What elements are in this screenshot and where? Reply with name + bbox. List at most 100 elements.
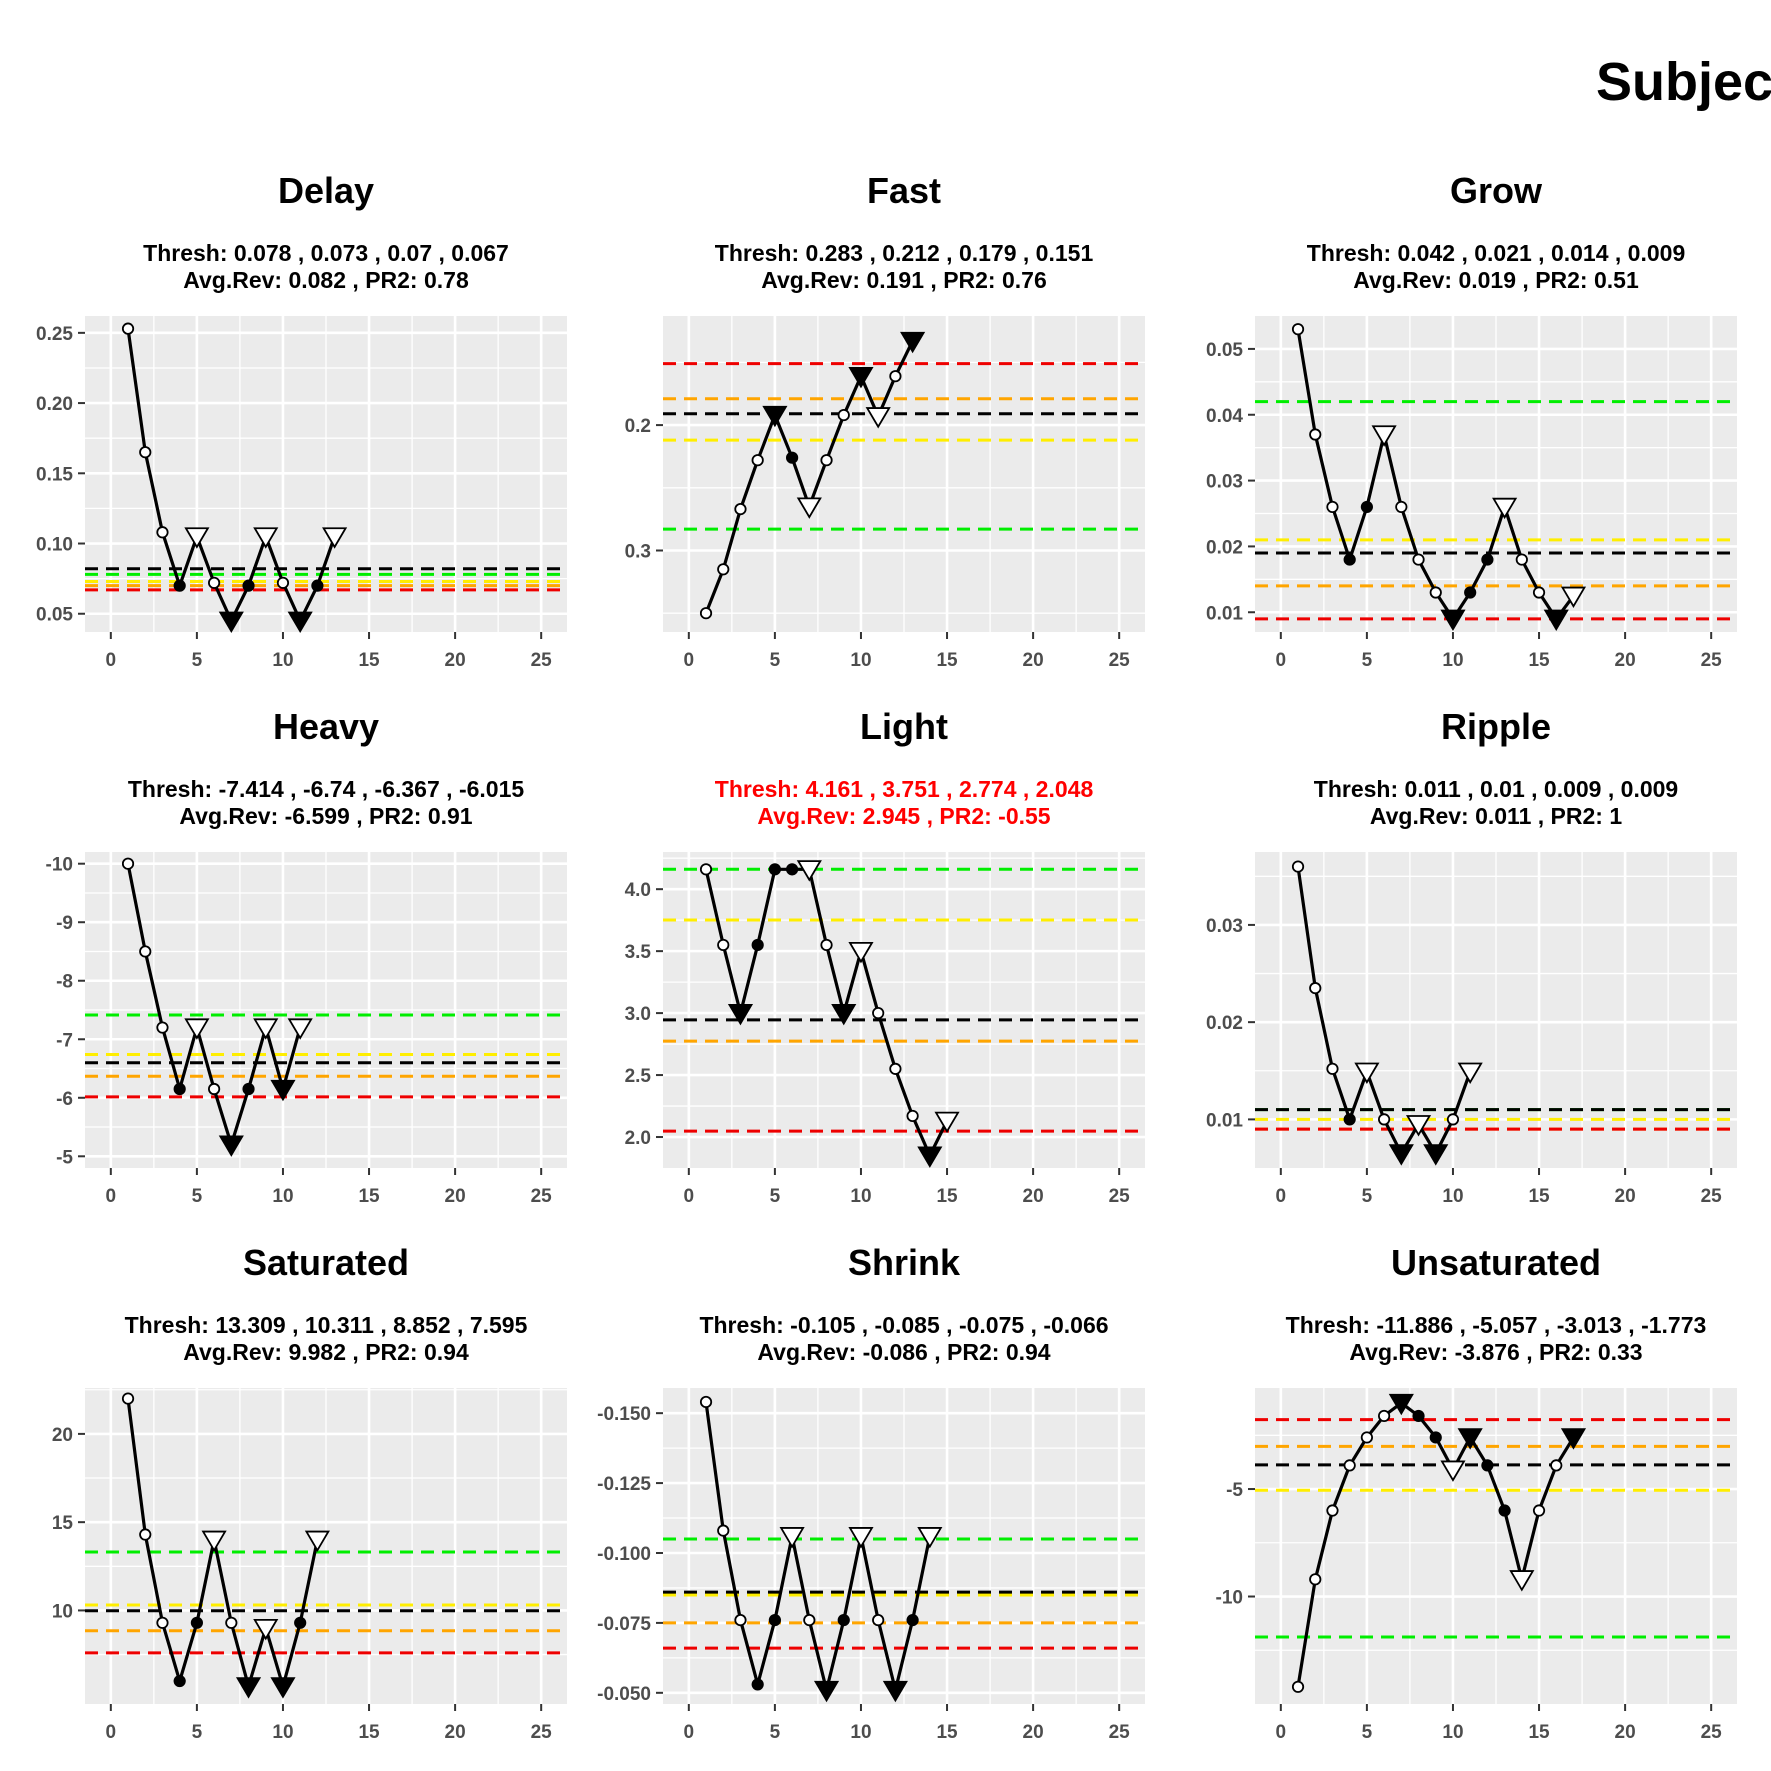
filled-triangle-marker bbox=[1440, 609, 1466, 632]
filled-triangle-marker bbox=[727, 1003, 754, 1026]
x-tick-label: 20 bbox=[1615, 1722, 1636, 1743]
open-triangle-marker bbox=[796, 497, 822, 519]
open-triangle-marker bbox=[287, 1018, 313, 1040]
filled-triangle-marker bbox=[813, 1680, 840, 1703]
x-tick-label: 10 bbox=[1442, 650, 1463, 671]
filled-triangle-marker bbox=[270, 1677, 296, 1699]
open-circle-marker bbox=[872, 1614, 885, 1627]
open-circle-marker bbox=[803, 1614, 816, 1627]
filled-triangle-marker bbox=[218, 1135, 244, 1157]
x-tick-label: 5 bbox=[1362, 1186, 1373, 1207]
open-circle-marker bbox=[156, 526, 169, 539]
open-circle-marker bbox=[1309, 1573, 1322, 1586]
y-tick-label: 0.05 bbox=[1206, 340, 1243, 361]
x-tick-label: 25 bbox=[1701, 1186, 1723, 1207]
y-tick-label: -0.075 bbox=[597, 1614, 651, 1635]
x-tick-label: 15 bbox=[936, 1722, 958, 1743]
open-triangle-marker bbox=[1405, 1115, 1432, 1137]
x-tick-label: 25 bbox=[531, 1186, 553, 1207]
panel-title: Saturated bbox=[243, 1242, 409, 1283]
open-circle-marker bbox=[1446, 1113, 1460, 1126]
open-circle-marker bbox=[156, 1021, 169, 1034]
y-tick-label: 0.3 bbox=[625, 541, 651, 562]
open-circle-marker bbox=[734, 503, 747, 516]
open-circle-marker bbox=[1326, 500, 1339, 514]
x-tick-label: 0 bbox=[1276, 1722, 1287, 1743]
y-tick-label: 2.5 bbox=[625, 1066, 652, 1087]
x-tick-label: 0 bbox=[684, 650, 695, 671]
filled-circle-marker bbox=[173, 1674, 186, 1688]
open-triangle-marker bbox=[1492, 497, 1518, 520]
y-tick-label: -0.050 bbox=[597, 1684, 651, 1705]
open-triangle-marker bbox=[322, 527, 348, 549]
open-circle-marker bbox=[121, 857, 135, 870]
panel-title: Shrink bbox=[848, 1242, 961, 1283]
filled-circle-marker bbox=[1360, 500, 1373, 514]
panel-subtitle-avgrev: Avg.Rev: 0.011 , PR2: 1 bbox=[1370, 803, 1622, 829]
y-tick-label: 0.25 bbox=[36, 324, 73, 345]
open-triangle-marker bbox=[1560, 586, 1587, 609]
chart-panel-delay: Delay Thresh: 0.078 , 0.073 , 0.07 , 0.06… bbox=[36, 170, 567, 671]
panel-subtitle-thresh: Thresh: 13.309 , 10.311 , 8.852 , 7.595 bbox=[125, 1312, 528, 1338]
x-tick-label: 5 bbox=[770, 1722, 781, 1743]
filled-circle-marker bbox=[173, 1082, 186, 1096]
y-tick-label: 3.5 bbox=[625, 942, 652, 963]
open-triangle-marker bbox=[253, 1618, 279, 1641]
chart-panel-unsaturated: Unsaturated Thresh: -11.886 , -5.057 , -3… bbox=[1216, 1242, 1737, 1743]
y-tick-label: -9 bbox=[56, 913, 73, 934]
x-tick-label: 10 bbox=[272, 1186, 293, 1207]
open-circle-marker bbox=[1326, 1062, 1339, 1075]
filled-circle-marker bbox=[1481, 1459, 1494, 1472]
y-tick-label: 0.03 bbox=[1206, 916, 1243, 937]
y-tick-label: 15 bbox=[52, 1513, 74, 1534]
open-triangle-marker bbox=[934, 1111, 960, 1134]
y-tick-label: 0.02 bbox=[1206, 537, 1243, 558]
panel-subtitle-thresh: Thresh: 0.011 , 0.01 , 0.009 , 0.009 bbox=[1314, 776, 1678, 802]
open-circle-marker bbox=[1395, 500, 1408, 514]
open-triangle-marker bbox=[304, 1530, 330, 1553]
panel-title: Ripple bbox=[1441, 706, 1551, 747]
filled-circle-marker bbox=[294, 1616, 307, 1629]
open-circle-marker bbox=[1429, 586, 1442, 599]
panel-title: Fast bbox=[867, 170, 941, 211]
x-tick-label: 10 bbox=[272, 1722, 293, 1743]
staircase-line bbox=[126, 1398, 319, 1693]
filled-circle-marker bbox=[1481, 553, 1494, 566]
filled-triangle-marker bbox=[831, 1003, 857, 1026]
y-tick-label: 0.2 bbox=[625, 416, 651, 437]
filled-triangle-marker bbox=[1388, 1144, 1414, 1166]
open-triangle-marker bbox=[253, 527, 279, 549]
y-tick-label: -10 bbox=[46, 855, 73, 876]
x-tick-label: 15 bbox=[358, 1722, 380, 1743]
y-tick-label: 0.03 bbox=[1206, 472, 1243, 493]
open-triangle-marker bbox=[1371, 425, 1397, 447]
filled-circle-marker bbox=[751, 938, 764, 952]
panel-subtitle-thresh: Thresh: -7.414 , -6.74 , -6.367 , -6.015 bbox=[128, 776, 525, 802]
x-tick-label: 25 bbox=[1109, 650, 1131, 671]
open-circle-marker bbox=[1291, 860, 1305, 873]
open-circle-marker bbox=[1532, 1504, 1546, 1517]
gridlines bbox=[663, 852, 1145, 1168]
open-circle-marker bbox=[156, 1616, 169, 1629]
x-tick-label: 25 bbox=[1701, 1722, 1723, 1743]
y-tick-label: 3.0 bbox=[625, 1004, 651, 1025]
x-tick-label: 20 bbox=[1023, 1722, 1044, 1743]
open-circle-marker bbox=[1378, 1409, 1391, 1423]
y-tick-label: -10 bbox=[1216, 1588, 1243, 1609]
x-tick-label: 5 bbox=[770, 650, 781, 671]
x-tick-label: 25 bbox=[531, 1722, 553, 1743]
open-circle-marker bbox=[1550, 1459, 1563, 1472]
filled-circle-marker bbox=[1498, 1504, 1511, 1517]
y-tick-label: 10 bbox=[52, 1601, 73, 1622]
x-tick-label: 15 bbox=[936, 650, 958, 671]
open-triangle-marker bbox=[184, 527, 210, 549]
y-tick-label: 0.20 bbox=[36, 394, 73, 415]
open-triangle-marker bbox=[1440, 1460, 1466, 1482]
filled-triangle-marker bbox=[270, 1079, 296, 1102]
filled-triangle-marker bbox=[287, 611, 313, 633]
x-tick-label: 5 bbox=[1362, 1722, 1373, 1743]
open-circle-marker bbox=[1515, 553, 1528, 566]
open-circle-marker bbox=[1326, 1504, 1339, 1517]
gridlines bbox=[1255, 316, 1737, 632]
x-tick-label: 10 bbox=[850, 1722, 871, 1743]
